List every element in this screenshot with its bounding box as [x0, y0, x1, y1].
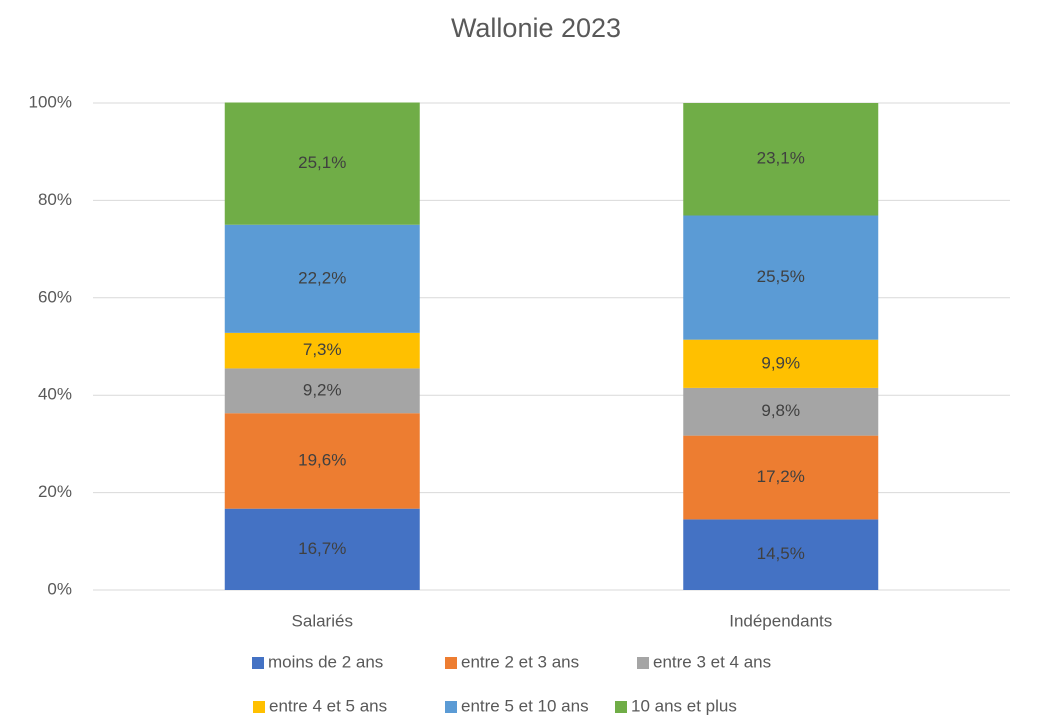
- data-label: 7,3%: [303, 340, 342, 359]
- data-label: 9,2%: [303, 380, 342, 399]
- bar-segment: [224, 368, 420, 414]
- data-label: 14,5%: [757, 544, 805, 563]
- legend-swatch: [252, 657, 264, 669]
- bar-segment: [683, 339, 879, 388]
- legend-label: entre 4 et 5 ans: [269, 696, 387, 715]
- data-label: 25,5%: [757, 267, 805, 286]
- bar-segment: [224, 332, 420, 369]
- legend-label: 10 ans et plus: [631, 696, 737, 715]
- data-label: 9,8%: [761, 401, 800, 420]
- bar-segment: [224, 224, 420, 333]
- y-tick-label: 80%: [38, 190, 72, 209]
- bar-segment: [683, 215, 879, 340]
- legend-label: entre 5 et 10 ans: [461, 696, 589, 715]
- y-tick-label: 100%: [29, 92, 72, 111]
- legend-swatch: [445, 657, 457, 669]
- y-tick-label: 20%: [38, 482, 72, 501]
- y-tick-label: 0%: [47, 579, 72, 598]
- bar-segment: [683, 103, 879, 216]
- bar-segment: [224, 413, 420, 509]
- legend-swatch: [615, 701, 627, 713]
- legend-swatch: [253, 701, 265, 713]
- legend-label: entre 2 et 3 ans: [461, 652, 579, 671]
- bar-segment: [224, 508, 420, 590]
- chart-title: Wallonie 2023: [451, 13, 621, 43]
- data-label: 23,1%: [757, 149, 805, 168]
- data-label: 19,6%: [298, 450, 346, 469]
- legend-label: moins de 2 ans: [268, 652, 383, 671]
- data-label: 25,1%: [298, 153, 346, 172]
- y-tick-label: 40%: [38, 385, 72, 404]
- legend-swatch: [637, 657, 649, 669]
- data-label: 17,2%: [757, 467, 805, 486]
- data-label: 22,2%: [298, 268, 346, 287]
- bar-segment: [683, 435, 879, 520]
- y-tick-label: 60%: [38, 287, 72, 306]
- legend-label: entre 3 et 4 ans: [653, 652, 771, 671]
- legend-swatch: [445, 701, 457, 713]
- bar-segment: [683, 387, 879, 436]
- x-tick-label: Indépendants: [729, 611, 832, 630]
- bar-segment: [224, 102, 420, 225]
- x-tick-label: Salariés: [292, 611, 353, 630]
- bar-segment: [683, 519, 879, 590]
- data-label: 16,7%: [298, 539, 346, 558]
- data-label: 9,9%: [761, 353, 800, 372]
